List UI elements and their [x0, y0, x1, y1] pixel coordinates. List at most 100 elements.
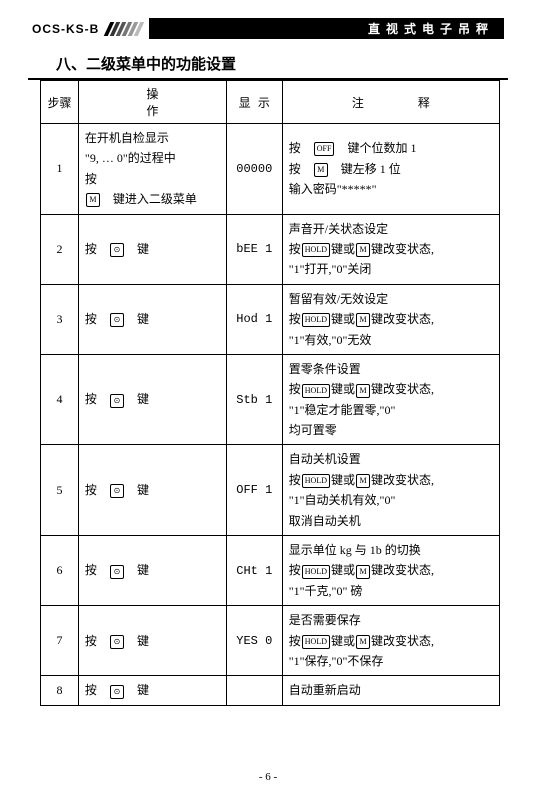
- col-header-op: 操 作: [78, 81, 226, 124]
- text-line: "1"保存,"0"不保存: [289, 651, 493, 671]
- text-line: 按 ⊙ 键: [85, 560, 220, 580]
- page-header: OCS-KS-B 直视式电子吊秤: [0, 0, 536, 45]
- model-code: OCS-KS-B: [32, 22, 99, 36]
- key-icon: M: [86, 193, 100, 207]
- key-icon: HOLD: [302, 313, 330, 327]
- section-title: 八、二级菜单中的功能设置: [28, 45, 508, 80]
- text-line: 按 ⊙ 键: [85, 309, 220, 329]
- text-line: 按 ⊙ 键: [85, 631, 220, 651]
- cell-operation: 按 ⊙ 键: [78, 606, 226, 676]
- table-row: 7按 ⊙ 键YES 0是否需要保存按HOLD键或M键改变状态,"1"保存,"0"…: [41, 606, 500, 676]
- cell-operation: 按 ⊙ 键: [78, 445, 226, 536]
- col-header-step: 步骤: [41, 81, 79, 124]
- key-icon: HOLD: [302, 384, 330, 398]
- text-line: 声音开/关状态设定: [289, 219, 493, 239]
- text-line: 按HOLD键或M键改变状态,: [289, 560, 493, 580]
- cell-display: [226, 676, 282, 705]
- cell-display: YES 0: [226, 606, 282, 676]
- cell-step: 7: [41, 606, 79, 676]
- key-icon: ⊙: [110, 685, 124, 699]
- text-line: M 键进入二级菜单: [85, 189, 220, 209]
- text-line: 按 ⊙ 键: [85, 239, 220, 259]
- cell-note: 声音开/关状态设定按HOLD键或M键改变状态,"1"打开,"0"关闭: [282, 214, 499, 284]
- text-line: 按 ⊙ 键: [85, 480, 220, 500]
- key-icon: ⊙: [110, 243, 124, 257]
- cell-step: 5: [41, 445, 79, 536]
- text-line: 按HOLD键或M键改变状态,: [289, 631, 493, 651]
- cell-note: 是否需要保存按HOLD键或M键改变状态,"1"保存,"0"不保存: [282, 606, 499, 676]
- text-line: 按 M 键左移 1 位: [289, 159, 493, 179]
- key-icon: HOLD: [302, 565, 330, 579]
- col-header-note: 注 释: [282, 81, 499, 124]
- cell-note: 置零条件设置按HOLD键或M键改变状态,"1"稳定才能置零,"0"均可置零: [282, 354, 499, 445]
- text-line: 按HOLD键或M键改变状态,: [289, 470, 493, 490]
- cell-step: 2: [41, 214, 79, 284]
- text-line: "1"自动关机有效,"0": [289, 490, 493, 510]
- table-row: 5按 ⊙ 键OFF 1自动关机设置按HOLD键或M键改变状态,"1"自动关机有效…: [41, 445, 500, 536]
- key-icon: ⊙: [110, 313, 124, 327]
- table-row: 6按 ⊙ 键CHt 1显示单位 kg 与 1b 的切换按HOLD键或M键改变状态…: [41, 536, 500, 606]
- text-line: 按HOLD键或M键改变状态,: [289, 239, 493, 259]
- cell-note: 显示单位 kg 与 1b 的切换按HOLD键或M键改变状态,"1"千克,"0" …: [282, 536, 499, 606]
- text-line: "1"有效,"0"无效: [289, 330, 493, 350]
- text-line: 暂留有效/无效设定: [289, 289, 493, 309]
- cell-operation: 按 ⊙ 键: [78, 354, 226, 445]
- text-line: 自动关机设置: [289, 449, 493, 469]
- key-icon: M: [356, 565, 370, 579]
- text-line: 按HOLD键或M键改变状态,: [289, 379, 493, 399]
- cell-note: 暂留有效/无效设定按HOLD键或M键改变状态,"1"有效,"0"无效: [282, 284, 499, 354]
- key-icon: ⊙: [110, 394, 124, 408]
- key-icon: M: [356, 243, 370, 257]
- cell-step: 1: [41, 124, 79, 215]
- header-title: 直视式电子吊秤: [149, 18, 504, 39]
- cell-display: Stb 1: [226, 354, 282, 445]
- text-line: 是否需要保存: [289, 610, 493, 630]
- text-line: 均可置零: [289, 420, 493, 440]
- settings-table: 步骤 操 作 显 示 注 释 1在开机自检显示"9, … 0"的过程中按M 键进…: [40, 80, 500, 706]
- text-line: "1"打开,"0"关闭: [289, 259, 493, 279]
- cell-display: CHt 1: [226, 536, 282, 606]
- text-line: 输入密码"*****": [289, 179, 493, 199]
- cell-step: 4: [41, 354, 79, 445]
- key-icon: HOLD: [302, 243, 330, 257]
- cell-operation: 在开机自检显示"9, … 0"的过程中按M 键进入二级菜单: [78, 124, 226, 215]
- key-icon: M: [356, 313, 370, 327]
- cell-operation: 按 ⊙ 键: [78, 284, 226, 354]
- cell-step: 3: [41, 284, 79, 354]
- cell-note: 按 OFF 键个位数加 1按 M 键左移 1 位输入密码"*****": [282, 124, 499, 215]
- table-row: 1在开机自检显示"9, … 0"的过程中按M 键进入二级菜单00000按 OFF…: [41, 124, 500, 215]
- table-row: 8按 ⊙ 键 自动重新启动: [41, 676, 500, 705]
- text-line: 按 OFF 键个位数加 1: [289, 138, 493, 158]
- cell-operation: 按 ⊙ 键: [78, 676, 226, 705]
- table-row: 4 按 ⊙ 键 Stb 1置零条件设置按HOLD键或M键改变状态,"1"稳定才能置零…: [41, 354, 500, 445]
- key-icon: M: [356, 384, 370, 398]
- text-line: 按 ⊙ 键: [85, 389, 220, 409]
- cell-step: 6: [41, 536, 79, 606]
- key-icon: ⊙: [110, 484, 124, 498]
- key-icon: OFF: [314, 142, 335, 156]
- key-icon: M: [356, 635, 370, 649]
- key-icon: ⊙: [110, 565, 124, 579]
- text-line: 按HOLD键或M键改变状态,: [289, 309, 493, 329]
- cell-step: 8: [41, 676, 79, 705]
- header-stripes: [107, 22, 141, 36]
- text-line: 按: [85, 169, 220, 189]
- text-line: 在开机自检显示: [85, 128, 220, 148]
- cell-operation: 按 ⊙ 键: [78, 214, 226, 284]
- text-line: 置零条件设置: [289, 359, 493, 379]
- text-line: "9, … 0"的过程中: [85, 148, 220, 168]
- cell-display: Hod 1: [226, 284, 282, 354]
- text-line: 取消自动关机: [289, 511, 493, 531]
- cell-display: 00000: [226, 124, 282, 215]
- page-number: - 6 -: [0, 771, 536, 783]
- key-icon: M: [356, 474, 370, 488]
- cell-note: 自动重新启动: [282, 676, 499, 705]
- key-icon: HOLD: [302, 635, 330, 649]
- text-line: 自动重新启动: [289, 680, 493, 700]
- cell-operation: 按 ⊙ 键: [78, 536, 226, 606]
- table-row: 3按 ⊙ 键Hod 1暂留有效/无效设定按HOLD键或M键改变状态,"1"有效,…: [41, 284, 500, 354]
- cell-note: 自动关机设置按HOLD键或M键改变状态,"1"自动关机有效,"0"取消自动关机: [282, 445, 499, 536]
- key-icon: HOLD: [302, 474, 330, 488]
- key-icon: M: [314, 163, 328, 177]
- text-line: 显示单位 kg 与 1b 的切换: [289, 540, 493, 560]
